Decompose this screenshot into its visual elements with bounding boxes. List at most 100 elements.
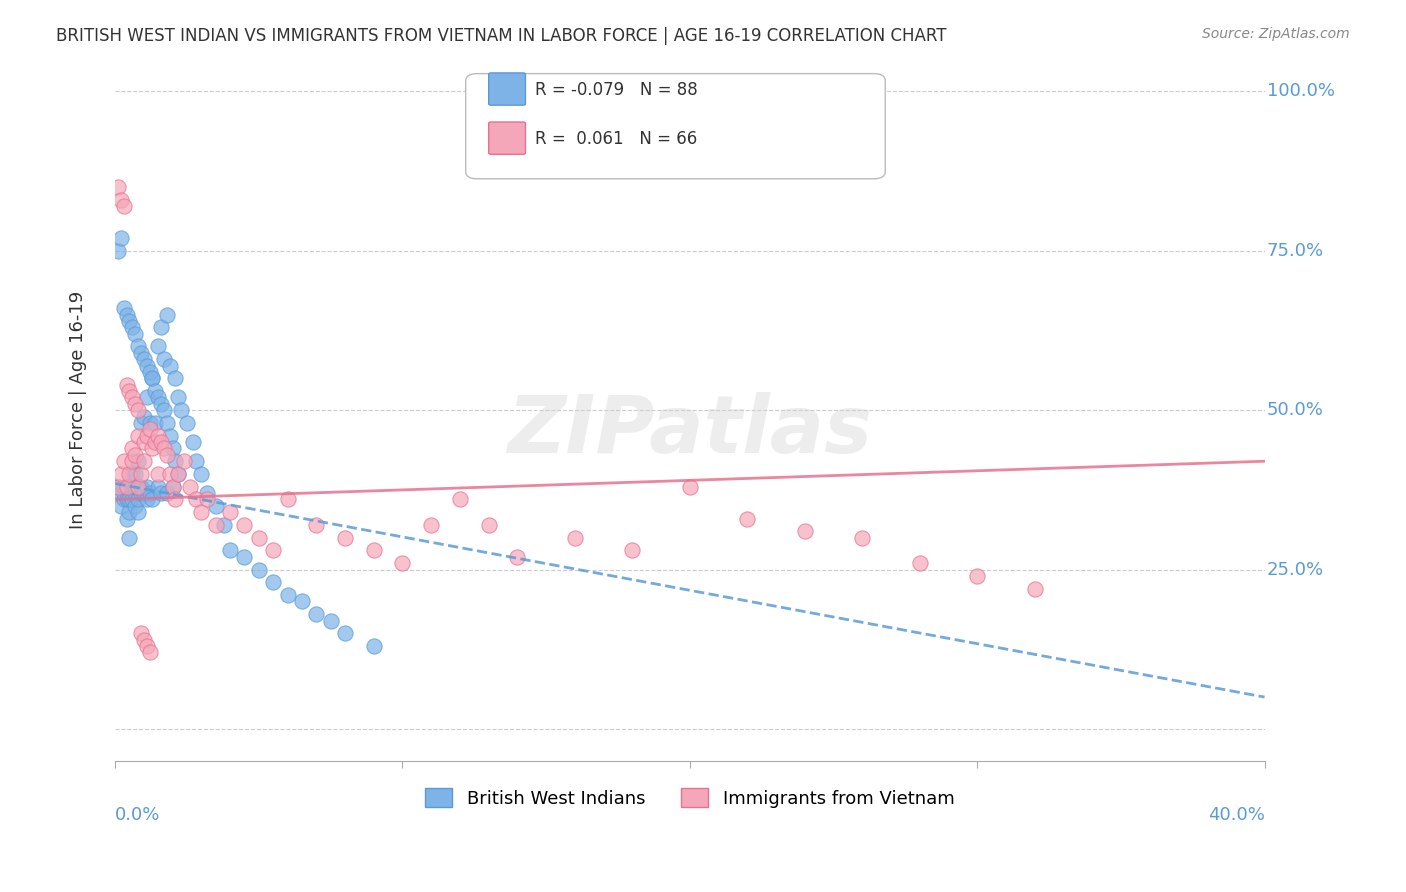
- Point: [506, 549, 529, 564]
- Point: [110, 193, 132, 207]
- Point: [564, 531, 586, 545]
- Point: [184, 454, 207, 468]
- Point: [333, 626, 356, 640]
- Point: [156, 486, 179, 500]
- Point: [127, 403, 149, 417]
- Point: [195, 486, 218, 500]
- Point: [121, 492, 143, 507]
- Point: [127, 454, 149, 468]
- Point: [107, 480, 129, 494]
- Point: [305, 607, 328, 622]
- Point: [247, 531, 270, 545]
- Point: [118, 467, 141, 481]
- Point: [112, 480, 135, 494]
- Point: [148, 391, 170, 405]
- Point: [141, 492, 163, 507]
- Point: [333, 531, 356, 545]
- Point: [124, 397, 146, 411]
- Point: [167, 467, 190, 481]
- Point: [115, 377, 138, 392]
- Point: [305, 518, 328, 533]
- Point: [121, 480, 143, 494]
- Point: [124, 499, 146, 513]
- Text: 75.0%: 75.0%: [1267, 242, 1324, 260]
- Point: [141, 442, 163, 456]
- Point: [118, 480, 141, 494]
- Point: [247, 563, 270, 577]
- Point: [127, 339, 149, 353]
- Point: [132, 632, 155, 647]
- Point: [121, 454, 143, 468]
- Point: [167, 467, 190, 481]
- Legend: British West Indians, Immigrants from Vietnam: British West Indians, Immigrants from Vi…: [418, 781, 962, 815]
- Point: [148, 428, 170, 442]
- Point: [420, 518, 443, 533]
- Point: [110, 231, 132, 245]
- Point: [195, 492, 218, 507]
- Point: [115, 308, 138, 322]
- Point: [156, 308, 179, 322]
- Point: [173, 454, 195, 468]
- Point: [214, 518, 236, 533]
- Point: [159, 359, 181, 373]
- Point: [124, 448, 146, 462]
- Point: [124, 486, 146, 500]
- Point: [233, 549, 256, 564]
- Point: [115, 480, 138, 494]
- Point: [167, 391, 190, 405]
- Point: [391, 556, 413, 570]
- Point: [107, 480, 129, 494]
- Point: [291, 594, 314, 608]
- Point: [219, 543, 242, 558]
- Point: [141, 371, 163, 385]
- Point: [127, 428, 149, 442]
- Point: [170, 403, 193, 417]
- Point: [121, 467, 143, 481]
- Point: [132, 454, 155, 468]
- Point: [233, 518, 256, 533]
- Point: [262, 575, 284, 590]
- Text: 100.0%: 100.0%: [1267, 82, 1334, 101]
- Point: [150, 397, 173, 411]
- Point: [150, 320, 173, 334]
- Text: 50.0%: 50.0%: [1267, 401, 1324, 419]
- Text: ZIPatlas: ZIPatlas: [508, 392, 872, 470]
- Point: [127, 480, 149, 494]
- Point: [112, 199, 135, 213]
- Text: 40.0%: 40.0%: [1208, 806, 1264, 824]
- Point: [277, 492, 299, 507]
- Point: [127, 505, 149, 519]
- Point: [143, 435, 166, 450]
- Point: [204, 499, 226, 513]
- Point: [159, 428, 181, 442]
- Point: [150, 486, 173, 500]
- Point: [148, 339, 170, 353]
- Point: [143, 384, 166, 398]
- Point: [132, 486, 155, 500]
- Point: [621, 543, 644, 558]
- Point: [162, 480, 184, 494]
- Point: [156, 448, 179, 462]
- Point: [165, 454, 187, 468]
- Point: [115, 511, 138, 525]
- Point: [129, 416, 152, 430]
- Point: [165, 371, 187, 385]
- Point: [127, 480, 149, 494]
- Point: [793, 524, 815, 539]
- Point: [138, 645, 160, 659]
- Point: [118, 531, 141, 545]
- Point: [277, 588, 299, 602]
- Point: [118, 384, 141, 398]
- Point: [129, 626, 152, 640]
- Point: [153, 442, 176, 456]
- Point: [156, 416, 179, 430]
- Point: [112, 492, 135, 507]
- Point: [190, 505, 212, 519]
- Text: 25.0%: 25.0%: [1267, 560, 1324, 579]
- Point: [679, 480, 702, 494]
- Point: [138, 422, 160, 436]
- Point: [110, 467, 132, 481]
- Point: [176, 416, 198, 430]
- Point: [124, 480, 146, 494]
- Point: [162, 480, 184, 494]
